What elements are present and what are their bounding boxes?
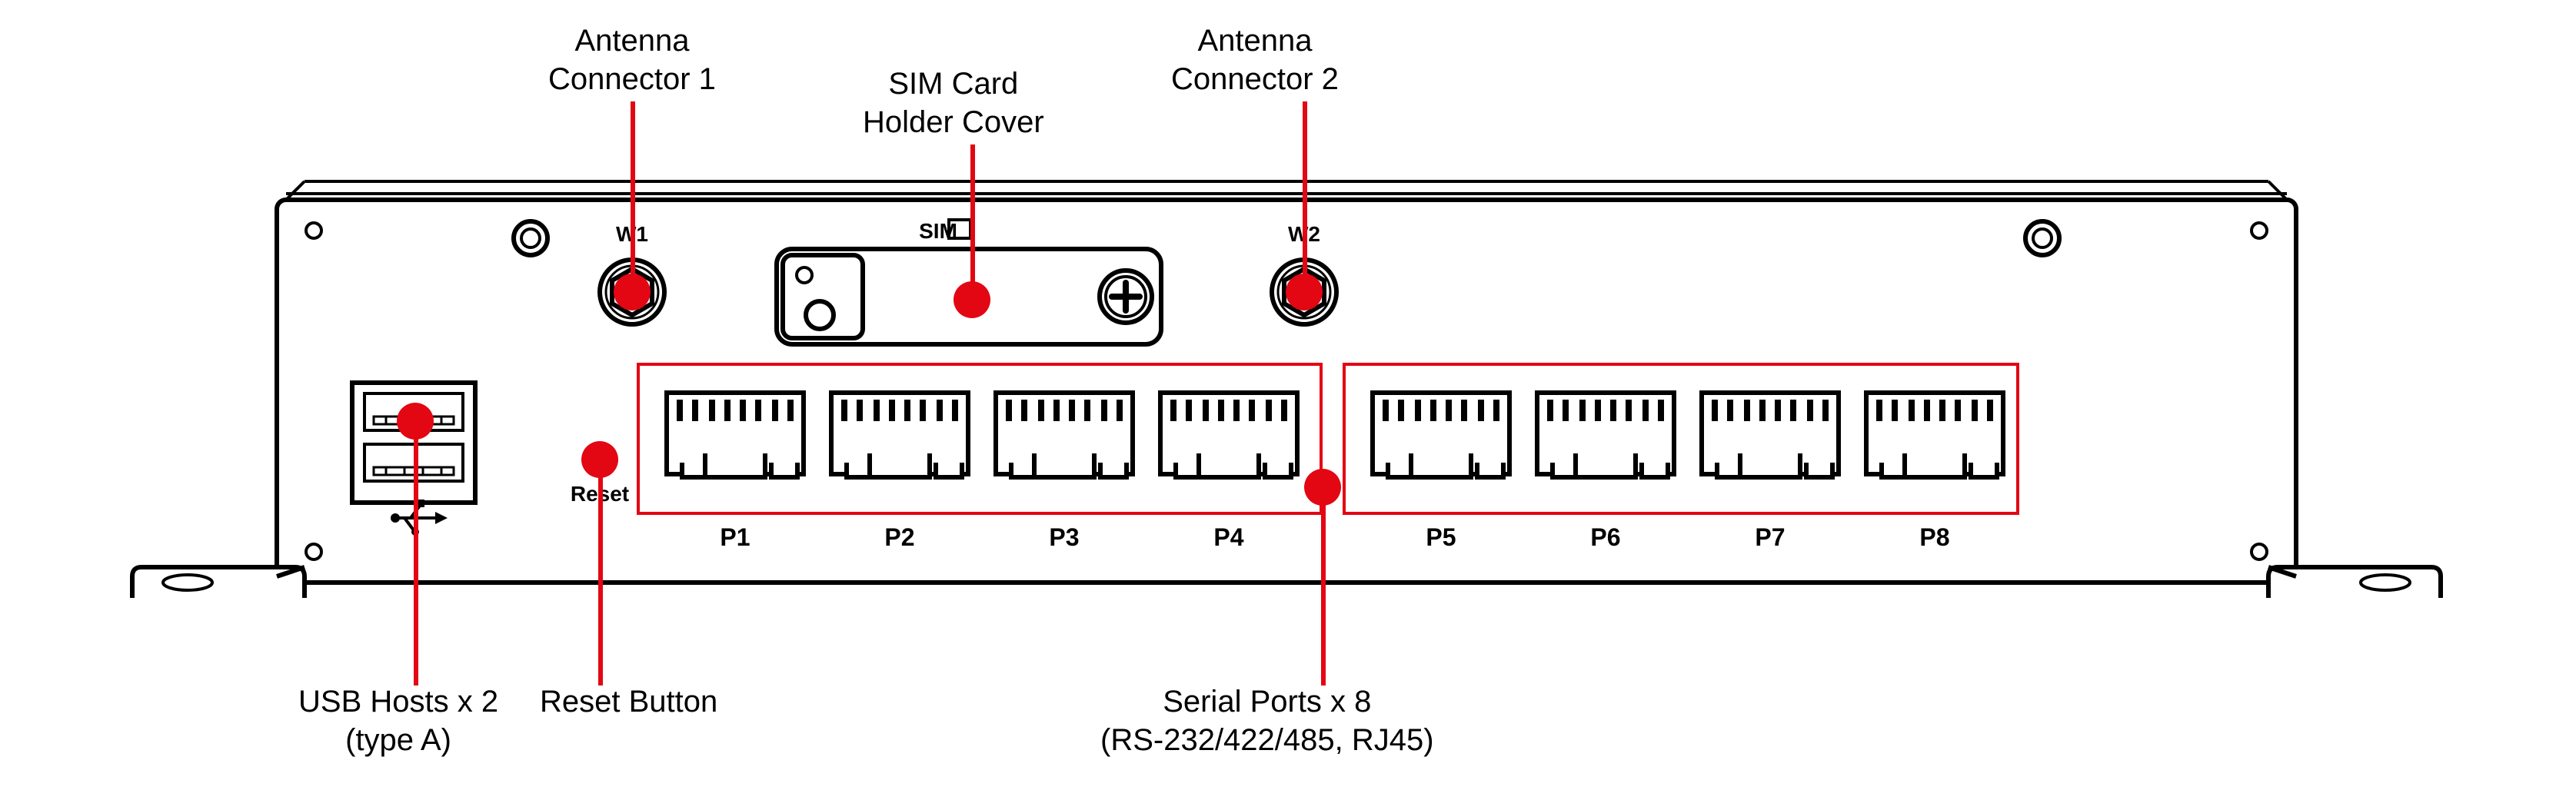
callout-dot-antenna1 xyxy=(614,274,651,310)
serial-port-p8 xyxy=(1864,390,2005,476)
callout-label-sim: SIM Card Holder Cover xyxy=(863,66,1044,143)
callout-line-antenna2 xyxy=(1302,101,1306,292)
serial-port-p3 xyxy=(993,390,1135,476)
callout-dot-usb xyxy=(397,403,434,440)
callout-dot-antenna2 xyxy=(1286,274,1323,310)
callout-line-serial xyxy=(1320,487,1325,686)
serial-port-p7 xyxy=(1699,390,1841,476)
serial-port-p2 xyxy=(829,390,970,476)
serial-port-p4 xyxy=(1158,390,1300,476)
callout-label-usb: USB Hosts x 2 (type A) xyxy=(298,684,498,761)
serial-port-p6 xyxy=(1535,390,1676,476)
callout-label-antenna1: Antenna Connector 1 xyxy=(548,23,716,100)
callout-label-reset: Reset Button xyxy=(540,683,717,722)
callout-dot-sim xyxy=(954,281,990,318)
diagram-stage: W1W2SIMResetP1P2P3P4P5P6P7P8Antenna Conn… xyxy=(0,0,2576,810)
callout-label-serial: Serial Ports x 8 (RS-232/422/485, RJ45) xyxy=(1100,684,1434,761)
callout-line-reset xyxy=(597,460,602,686)
serial-port-p5 xyxy=(1370,390,1512,476)
callout-dot-reset xyxy=(581,441,618,478)
callout-dot-serial xyxy=(1304,469,1341,506)
callout-label-antenna2: Antenna Connector 2 xyxy=(1171,23,1339,100)
serial-port-p1 xyxy=(664,390,806,476)
callout-line-usb xyxy=(413,421,418,686)
callout-line-sim xyxy=(970,144,974,300)
callout-line-antenna1 xyxy=(630,101,634,292)
